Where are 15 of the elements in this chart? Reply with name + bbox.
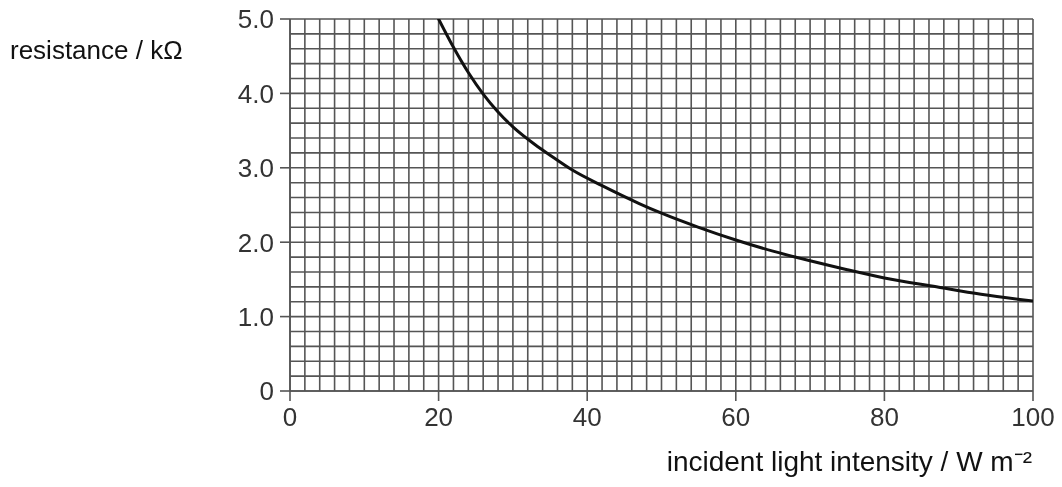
x-tick-label: 20 xyxy=(424,402,454,433)
y-tick-label: 2.0 xyxy=(237,227,274,258)
x-tick-label: 60 xyxy=(721,402,751,433)
y-tick-label: 1.0 xyxy=(237,301,274,332)
x-tick-label: 80 xyxy=(869,402,899,433)
y-axis-title: resistance / kΩ xyxy=(10,35,183,65)
y-tick-label: 0 xyxy=(259,376,274,407)
x-axis-title: incident light intensity / W m⁻² xyxy=(666,446,1032,478)
y-tick-label: 4.0 xyxy=(237,78,274,109)
x-tick-label: 0 xyxy=(282,402,298,433)
x-tick-label: 100 xyxy=(1011,402,1055,433)
y-tick-label: 3.0 xyxy=(237,153,274,184)
y-tick-label: 5.0 xyxy=(237,4,274,35)
x-tick-label: 40 xyxy=(572,402,602,433)
line-series xyxy=(437,19,1033,303)
